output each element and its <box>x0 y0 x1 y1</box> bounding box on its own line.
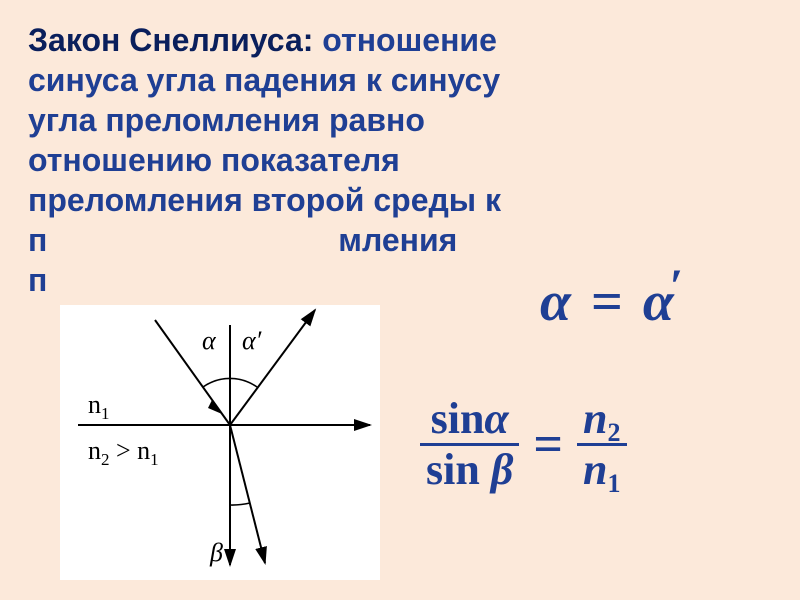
n1-label: n <box>88 390 101 419</box>
n2-var: n <box>583 394 607 443</box>
text-l6: п <box>28 222 47 258</box>
equation-snell: sinα sin β = n2 n1 <box>420 395 627 495</box>
svg-text:n2 > n1: n2 > n1 <box>88 436 159 469</box>
text-l6b: мления <box>338 222 457 258</box>
gt-label: > n <box>110 436 151 465</box>
text-l5: преломления второй среды к <box>28 182 501 218</box>
slide-title: Закон Снеллиуса: <box>28 22 313 58</box>
text-l1: отношение <box>313 22 496 58</box>
snell-lhs-fraction: sinα sin β <box>420 395 519 495</box>
alpha-top: α <box>484 394 508 443</box>
snell-rhs-fraction: n2 n1 <box>577 395 626 495</box>
svg-text:n1: n1 <box>88 390 110 423</box>
alpha-label: α <box>202 326 217 355</box>
eq1-lhs: α <box>540 271 571 333</box>
slide-text: Закон Снеллиуса: отношение синуса угла п… <box>28 20 772 300</box>
text-l7: п <box>28 262 47 298</box>
beta-bot: β <box>491 445 514 494</box>
equation-reflection: α = α′ <box>540 270 687 334</box>
sin-bot: sin <box>426 445 480 494</box>
text-l3: угла преломления равно <box>28 102 425 138</box>
text-l2: синуса угла падения к синусу <box>28 62 500 98</box>
n1-sub: 1 <box>101 404 110 423</box>
refraction-diagram: α α′ β n1 n2 > n1 <box>60 305 380 580</box>
eq1-eq: = <box>585 271 629 333</box>
text-l4: отношению показателя <box>28 142 400 178</box>
n2-sub: 2 <box>101 450 110 469</box>
beta-label: β <box>209 538 223 567</box>
n1-subscript: 1 <box>608 469 621 498</box>
gt-sub: 1 <box>150 450 159 469</box>
alpha-prime-label: α′ <box>242 326 262 355</box>
eq2-eq: = <box>533 415 563 474</box>
n1-var: n <box>583 445 607 494</box>
eq1-prime: ′ <box>670 260 684 313</box>
n2-subscript: 2 <box>608 418 621 447</box>
sin-top: sin <box>431 394 485 443</box>
n2-label: n <box>88 436 101 465</box>
